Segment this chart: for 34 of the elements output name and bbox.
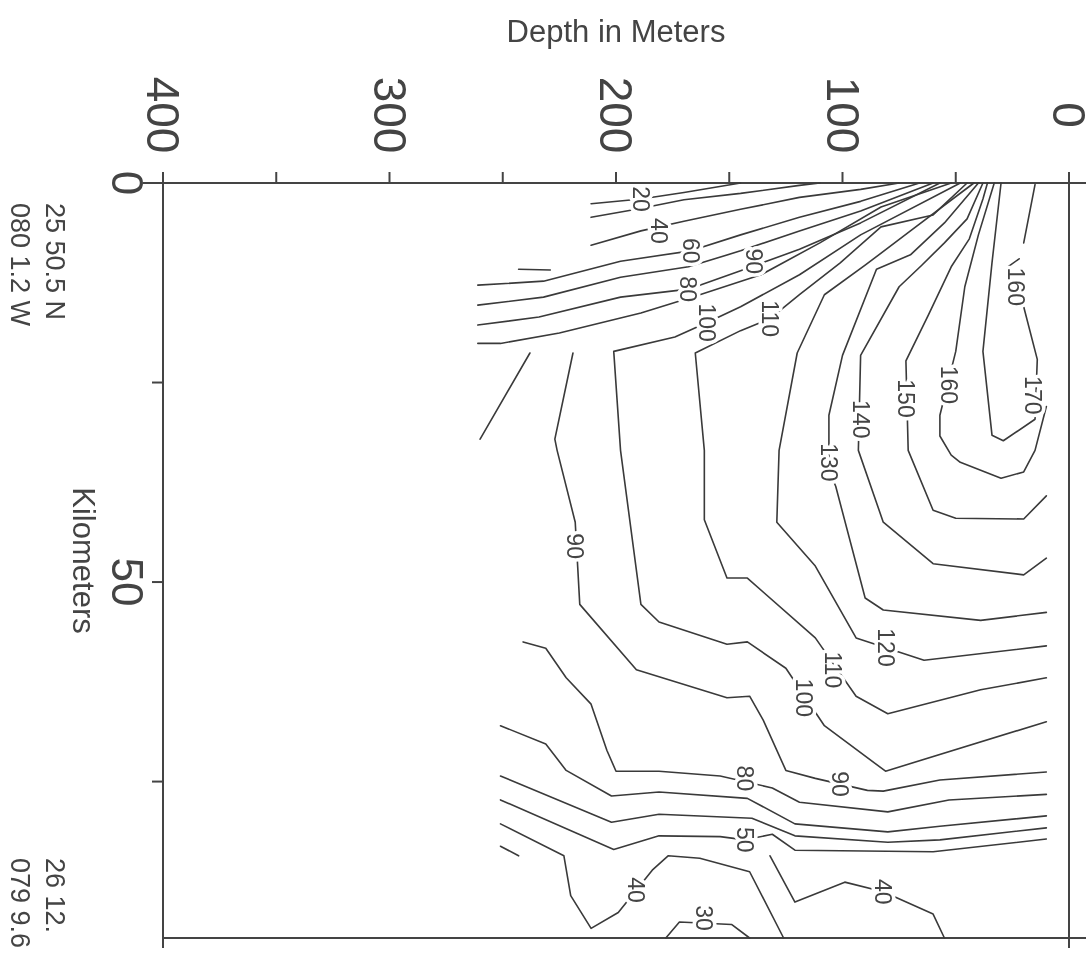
x-tick-label: 300 [363,76,416,154]
annotation: 80 [732,765,759,792]
annotation: 90 [827,771,854,797]
annotation: 130 [815,443,842,482]
text: 080 1.2 W [5,203,35,327]
annotation: 110 [820,651,847,689]
x-tick-label: 0 [1043,102,1086,128]
annotation: 140 [847,400,874,439]
y-axis-title: Kilometers [65,487,101,634]
annotation: 110 [757,300,784,338]
annotation: 100 [693,303,720,342]
text: 26 12. [40,858,70,934]
annotation: 90 [562,533,589,559]
annotation: 100 [790,678,817,717]
annotation: 50 [732,827,759,853]
x-tick-label: 400 [137,76,189,154]
annotation: 20 [627,186,654,212]
annotation: 160 [935,365,962,405]
annotation: 90 [741,248,768,275]
annotation: 170 [1019,376,1046,415]
x-axis-title: Depth in Meters [506,14,726,49]
annotation: 160 [1002,267,1029,306]
annotation: 40 [646,218,673,244]
x-tick-label: 100 [816,76,869,154]
text: 25 50.5 N [40,203,70,321]
x-tick-label: 200 [590,76,642,154]
annotation: 60 [677,238,704,264]
annotation: 150 [892,379,919,418]
annotation: 120 [872,628,899,667]
annotation: 40 [623,877,650,903]
text: 079 9.6 [5,858,35,949]
annotation: 80 [675,276,702,302]
annotation: 40 [870,878,897,905]
annotation: 30 [691,905,718,931]
